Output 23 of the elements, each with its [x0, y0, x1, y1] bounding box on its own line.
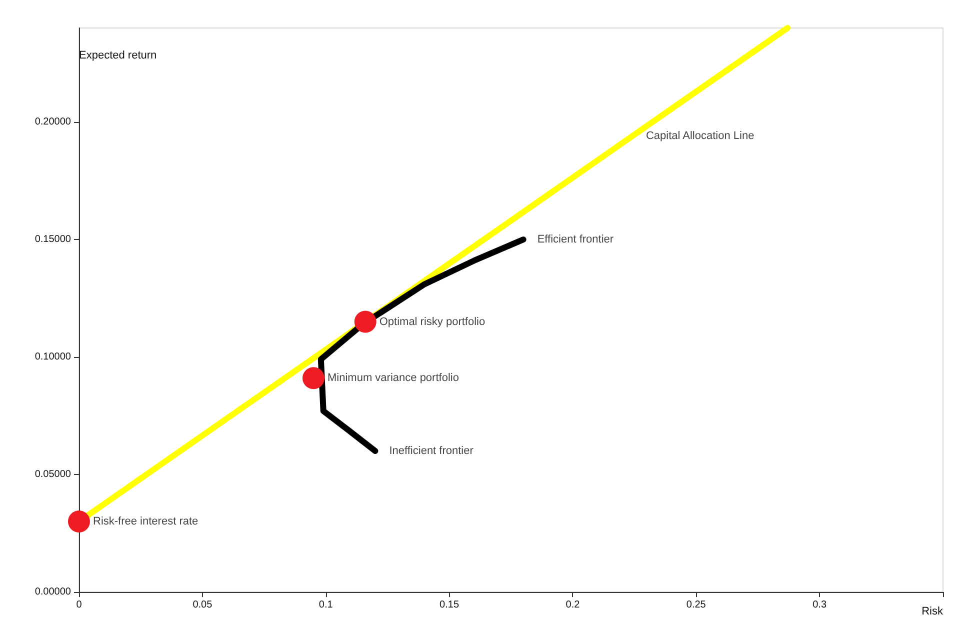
y-tick-label: 0.15000 [34, 234, 72, 245]
annotation: Minimum variance portfolio [328, 372, 459, 384]
annotation: Efficient frontier [537, 234, 614, 246]
x-tick-label: 0.1 [318, 600, 334, 610]
y-tick-label: 0.00000 [34, 586, 72, 598]
x-tick-label: 0.3 [812, 600, 827, 610]
x-tick-label: 0 [76, 600, 82, 610]
y-tick-label: 0.20000 [34, 116, 72, 128]
x-tick-label: 0.2 [566, 600, 580, 610]
point [68, 510, 90, 532]
x-tick-label: 0.15 [440, 600, 460, 610]
annotation: Risk-free interest rate [93, 516, 198, 528]
y-tick-label: 0.05000 [34, 469, 72, 480]
annotation: Inefficient frontier [389, 445, 474, 457]
annotation: Capital Allocation Line [646, 130, 754, 142]
x-tick-label: 0.05 [192, 600, 213, 610]
point [354, 310, 376, 333]
y-axis-title: Expected return [79, 50, 157, 62]
annotation: Optimal risky portfolio [379, 316, 486, 328]
point [302, 367, 325, 390]
x-axis-title: Risk [922, 606, 944, 618]
x-tick-label: 0.25 [686, 600, 706, 610]
y-tick-label: 0.10000 [34, 352, 72, 362]
